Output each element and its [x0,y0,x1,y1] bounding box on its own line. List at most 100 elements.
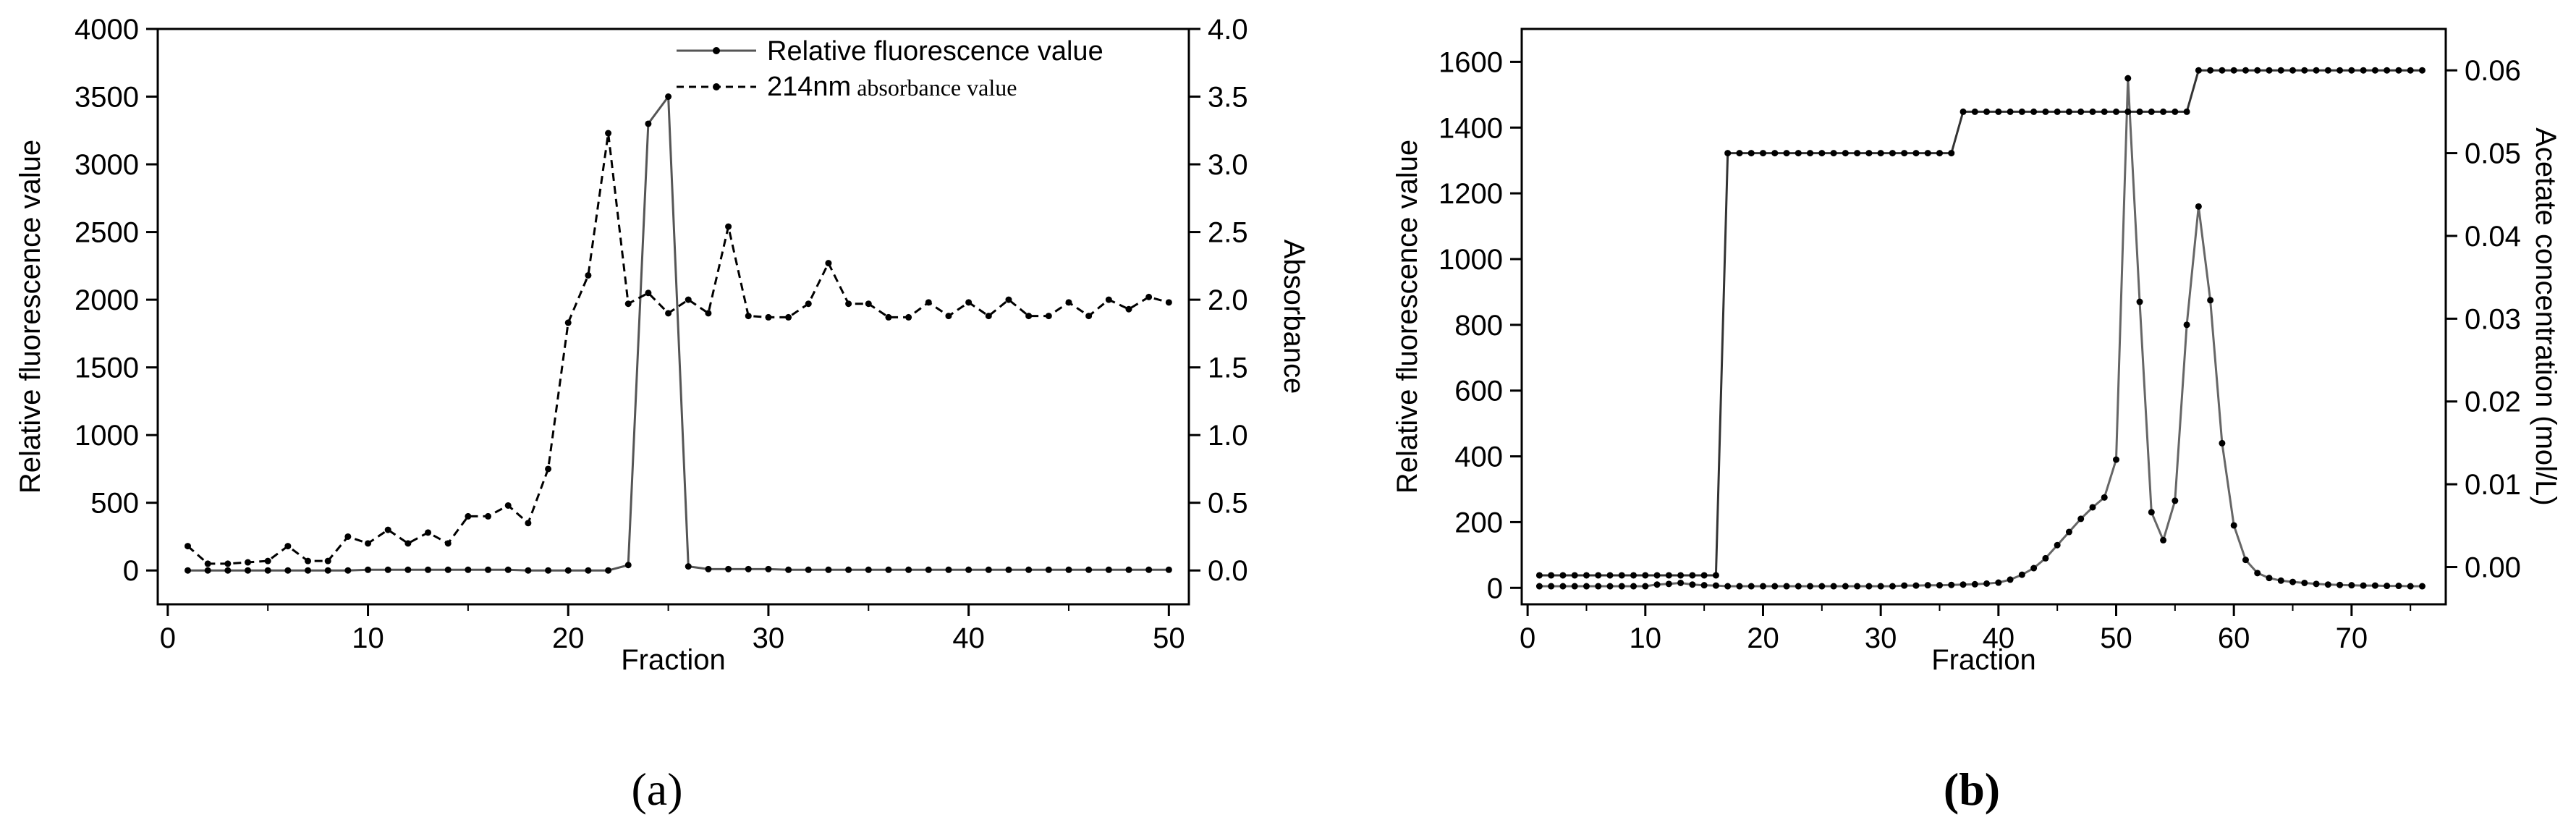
data-point-a-0 [624,562,632,569]
data-point-a-1 [765,313,772,321]
data-point-b-1 [2418,67,2425,74]
data-point-b-0 [1571,583,1578,590]
y-left-tick-label: 0 [1487,572,1503,604]
data-point-a-0 [885,566,892,573]
data-point-b-1 [1830,150,1837,157]
data-point-a-0 [1005,566,1012,573]
data-point-a-1 [305,557,312,565]
data-point-a-1 [224,560,232,567]
data-point-b-0 [1971,580,1978,588]
legend-marker-fluorescence [713,47,720,54]
data-point-a-1 [845,300,852,308]
data-point-b-0 [2089,504,2096,511]
data-point-b-1 [2065,108,2072,115]
y-left-tick-label: 1500 [75,352,139,384]
x-tick-label: 10 [352,622,384,654]
data-point-a-1 [605,130,612,137]
data-point-b-1 [1807,150,1814,157]
data-point-b-0 [2160,536,2167,544]
data-point-b-1 [1818,150,1826,157]
data-point-a-1 [624,300,632,308]
data-point-b-0 [1724,583,1732,590]
series-line-b-1 [1539,69,2423,577]
y-right-tick-label: 0.04 [2465,221,2521,253]
y-right-tick-label: 3.0 [1208,149,1248,181]
data-point-b-0 [1548,583,1555,590]
data-point-b-1 [2030,108,2038,115]
data-point-a-0 [444,566,452,573]
data-point-b-1 [1877,150,1884,157]
legend-label-absorbance-main: 214nm [767,72,851,102]
data-point-a-1 [1005,296,1012,303]
y-left-tick-label: 500 [90,488,139,520]
data-point-a-0 [865,566,872,573]
y-right-tick-label: 0.06 [2465,55,2521,87]
data-point-b-1 [1548,572,1555,579]
data-point-b-0 [2418,583,2425,590]
data-point-b-1 [2160,108,2167,115]
panel-label-b: (b) [1944,764,2000,815]
data-point-a-1 [1065,299,1072,306]
data-point-b-1 [2219,67,2226,74]
data-point-b-1 [2266,67,2273,74]
data-point-b-0 [2301,579,2308,586]
data-point-a-1 [525,520,532,527]
data-point-b-1 [2348,67,2355,74]
data-point-a-1 [1025,313,1033,320]
data-point-a-0 [1125,566,1132,573]
data-point-a-0 [404,566,412,573]
data-point-a-0 [564,567,572,574]
data-point-b-1 [2230,67,2237,74]
data-point-a-0 [284,567,292,574]
panel-letter-a: a [647,764,667,815]
x-tick-label: 30 [753,622,785,654]
data-point-a-0 [905,566,912,573]
data-point-b-0 [1924,582,1931,589]
plot-area-a [156,28,1190,606]
data-point-a-1 [324,557,331,565]
data-point-a-1 [985,313,992,320]
data-point-b-0 [2148,509,2155,516]
data-point-b-1 [2242,67,2249,74]
data-point-b-1 [2207,67,2214,74]
data-point-a-1 [485,512,492,520]
data-point-a-1 [585,271,592,279]
x-axis-label-b: Fraction [1931,644,2036,676]
data-point-a-0 [204,567,211,574]
data-point-b-1 [1653,572,1661,579]
data-point-b-0 [2219,439,2226,447]
data-point-b-1 [2183,108,2190,115]
data-point-b-1 [2054,108,2061,115]
legend-a: Relative fluorescence value 214nm absorb… [677,36,1103,102]
data-point-b-0 [1630,583,1637,590]
data-point-a-1 [825,260,832,267]
data-point-b-1 [1971,108,1978,115]
data-point-b-1 [1795,150,1802,157]
data-point-a-1 [204,560,211,567]
data-point-a-0 [1085,566,1093,573]
data-point-a-1 [785,313,792,321]
data-point-b-1 [2360,67,2367,74]
data-point-b-1 [2371,67,2378,74]
data-point-a-1 [745,313,752,320]
data-point-b-0 [1877,583,1884,590]
y-axis-right-label-a: Absorbance [1278,240,1310,394]
data-point-b-0 [2289,578,2297,585]
data-point-a-1 [965,299,973,306]
x-tick-label: 20 [552,622,585,654]
data-point-b-0 [2384,583,2391,590]
data-point-a-0 [605,567,612,574]
data-point-a-1 [705,310,712,317]
y-right-tick-label: 0.00 [2465,552,2521,584]
legend-label-absorbance: 214nm absorbance value [767,72,1017,102]
data-point-b-0 [1759,583,1766,590]
y-right-tick-label: 1.0 [1208,420,1248,452]
data-point-b-1 [1959,108,1967,115]
data-point-b-0 [1618,583,1625,590]
y-left-tick-label: 200 [1454,507,1503,538]
data-point-b-1 [1559,572,1567,579]
data-point-b-1 [2301,67,2308,74]
data-point-b-1 [1983,108,1991,115]
data-point-b-0 [2172,497,2179,504]
